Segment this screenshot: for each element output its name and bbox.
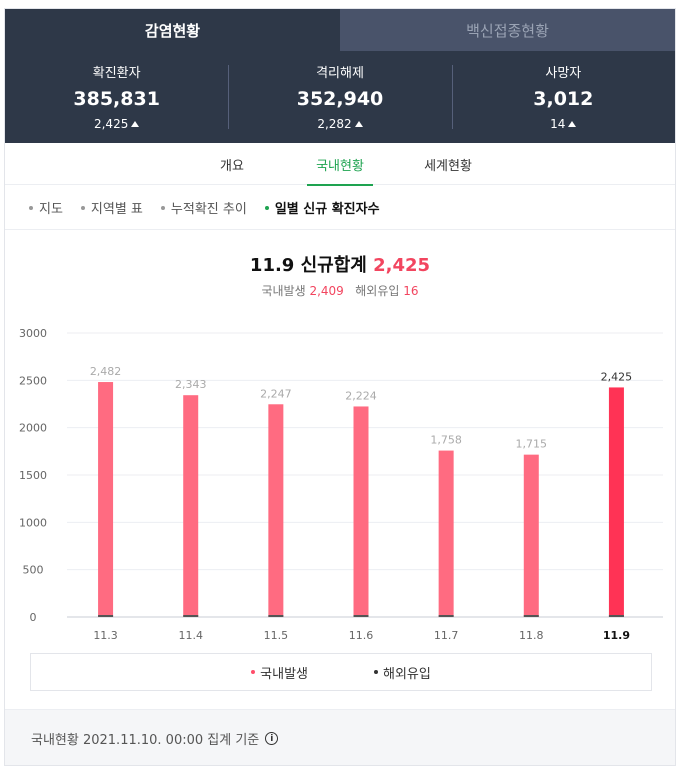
bullet-icon	[264, 205, 269, 210]
view-chips: 지도 지역별 표 누적확진 추이 일별 신규 확진자수	[5, 186, 675, 230]
bar-overseas	[523, 615, 539, 617]
y-tick-label: 2000	[19, 422, 47, 435]
legend-dot-icon	[251, 670, 256, 674]
legend-overseas[interactable]: 해외유입	[374, 663, 431, 682]
chip-label: 지도	[39, 202, 63, 217]
y-tick-label: 0	[30, 611, 37, 624]
chart-title-prefix: 11.9 신규합계	[249, 255, 367, 276]
data-label: 2,482	[90, 365, 122, 378]
stat-value: 3,012	[533, 88, 594, 110]
stat-value: 385,831	[73, 88, 160, 110]
tab-vaccination-status[interactable]: 백신접종현황	[340, 9, 675, 51]
data-label: 1,758	[430, 434, 462, 447]
tab-world[interactable]: 세계현황	[424, 158, 472, 174]
chip-map[interactable]: 지도	[29, 198, 63, 217]
triangle-up-icon	[568, 121, 577, 127]
data-label: 2,224	[345, 389, 377, 402]
x-tick-label: 11.4	[178, 629, 203, 642]
y-tick-label: 500	[23, 564, 44, 577]
x-tick-label: 11.5	[264, 629, 289, 642]
domestic-value: 2,409	[309, 284, 344, 298]
stat-delta-value: 14	[550, 117, 566, 131]
bar-domestic	[353, 406, 369, 617]
stats-panel: 확진환자 385,831 2,425 격리해제 352,940 2,282 사망…	[5, 51, 675, 143]
stat-delta-value: 2,425	[93, 117, 129, 131]
legend-label: 해외유입	[383, 666, 431, 682]
chart-legend: 국내발생 해외유입	[30, 653, 652, 691]
bar-overseas	[268, 615, 284, 617]
bar-domestic	[608, 387, 624, 617]
chip-cumulative-trend[interactable]: 누적확진 추이	[160, 198, 247, 217]
triangle-up-icon	[131, 121, 140, 127]
info-icon[interactable]: i	[265, 732, 279, 745]
x-tick-label: 11.3	[93, 629, 118, 642]
tab-domestic[interactable]: 국내현황	[286, 143, 394, 186]
covid-panel: 감염현황 백신접종현황 확진환자 385,831 2,425 격리해제 352,…	[4, 8, 676, 766]
chip-daily-new-cases[interactable]: 일별 신규 확진자수	[264, 198, 380, 217]
bullet-icon	[29, 205, 33, 210]
triangle-up-icon	[354, 121, 363, 127]
bar-overseas	[98, 615, 114, 617]
stat-label: 확진환자	[92, 66, 141, 81]
stat-delta-value: 2,282	[317, 117, 352, 131]
tab-infection-status[interactable]: 감염현황	[5, 9, 340, 51]
data-label: 2,425	[601, 370, 633, 383]
chip-label: 일별 신규 확진자수	[274, 202, 380, 217]
bullet-icon	[160, 205, 165, 210]
bar-overseas	[438, 615, 454, 617]
bar-overseas	[183, 615, 199, 617]
legend-label: 국내발생	[260, 666, 308, 682]
stat-released: 격리해제 352,940 2,282	[228, 51, 451, 143]
tab-overview[interactable]: 개요	[220, 158, 244, 174]
bar-overseas	[353, 615, 369, 617]
overseas-value: 16	[403, 284, 419, 298]
bar-domestic	[98, 382, 114, 617]
bar-domestic	[438, 450, 454, 617]
stat-label: 격리해제	[316, 66, 364, 81]
stat-delta: 2,425	[93, 115, 140, 133]
chart-title: 11.9 신규합계 2,425	[5, 253, 675, 279]
daily-cases-chart: 0 500 1000 1500 2000 2500 3000 2,482 11.3 2,343 11…	[19, 327, 663, 642]
stat-delta: 14	[550, 115, 577, 133]
chip-region-table[interactable]: 지역별 표	[80, 198, 143, 217]
y-tick-label: 2500	[19, 374, 47, 387]
overseas-label: 해외유입	[355, 284, 400, 298]
chip-label: 누적확진 추이	[170, 202, 247, 217]
data-label: 1,715	[516, 438, 548, 451]
data-label: 2,343	[175, 378, 207, 391]
y-tick-label: 1500	[19, 469, 47, 482]
legend-dot-icon	[374, 670, 378, 674]
chip-label: 지역별 표	[90, 202, 143, 217]
bar-domestic	[268, 404, 284, 617]
y-tick-label: 3000	[19, 327, 47, 340]
x-tick-label: 11.9	[603, 629, 630, 642]
x-tick-label: 11.6	[349, 629, 374, 642]
data-label: 2,247	[260, 387, 292, 400]
bar-overseas	[608, 615, 624, 617]
top-tabs: 감염현황 백신접종현황	[5, 9, 675, 51]
stat-deaths: 사망자 3,012 14	[451, 51, 675, 143]
domestic-label: 국내발생	[261, 284, 306, 298]
footer-text: 국내현황 2021.11.10. 00:00 집계 기준	[31, 733, 260, 748]
chart-title-total: 2,425	[373, 255, 431, 276]
bar-domestic	[523, 454, 539, 617]
footer: 국내현황 2021.11.10. 00:00 집계 기준 i	[5, 709, 675, 765]
legend-domestic[interactable]: 국내발생	[251, 663, 308, 682]
x-tick-label: 11.8	[519, 629, 544, 642]
chart-subtitle: 국내발생 2,409 해외유입 16	[5, 281, 675, 301]
x-tick-label: 11.7	[434, 629, 459, 642]
bar-domestic	[183, 395, 199, 617]
stat-confirmed: 확진환자 385,831 2,425	[5, 51, 228, 143]
stat-label: 사망자	[545, 66, 582, 81]
sub-tabs: 개요 국내현황 세계현황	[5, 143, 675, 186]
stat-delta: 2,282	[317, 115, 363, 133]
chart-header: 11.9 신규합계 2,425 국내발생 2,409 해외유입 16	[5, 253, 675, 301]
bullet-icon	[80, 205, 85, 210]
stat-value: 352,940	[296, 88, 384, 110]
y-tick-label: 1000	[19, 516, 47, 529]
